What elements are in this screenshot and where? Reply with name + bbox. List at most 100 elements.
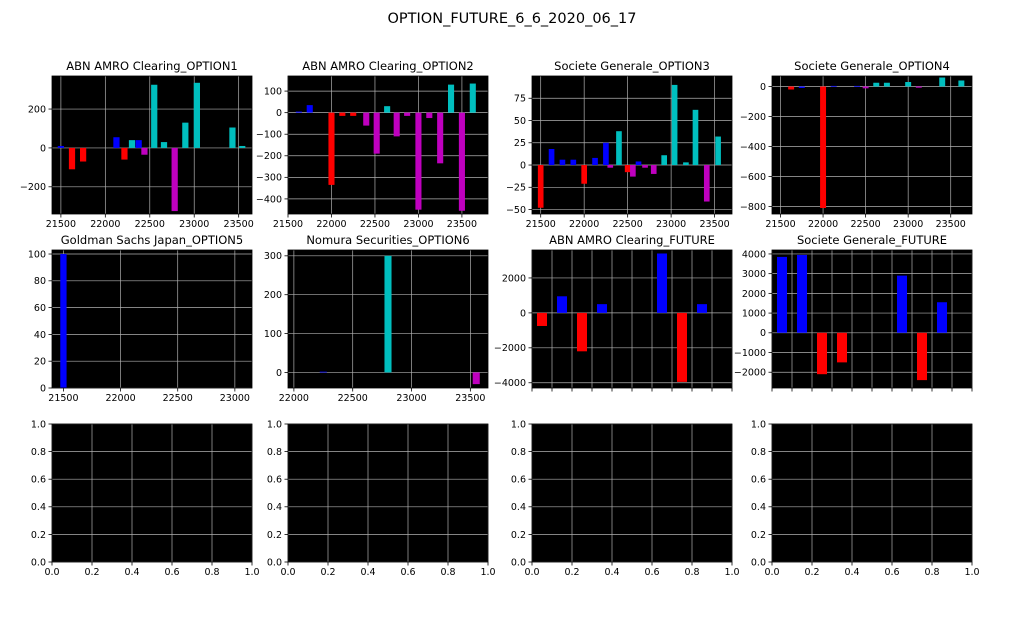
subplot-3: 21500 22000 22500 23000 23500 −50 −25 0 25 50 75 So… [506,59,733,230]
y-tick-label: 100 [264,329,282,340]
bar [426,112,433,119]
bar [384,255,392,373]
y-tick-label: 0.2 [31,530,46,541]
x-tick-label: 0.0 [764,567,779,578]
x-tick-label: 0.0 [280,567,295,578]
y-tick-label: 0.2 [751,530,766,541]
y-tick-label: 0 [276,368,282,379]
x-tick-label: 0.4 [604,567,619,578]
bar [469,83,476,113]
y-tick-label: −800 [740,202,766,213]
x-tick-label: 21500 [273,219,303,230]
bar [788,86,795,90]
plot-area [532,424,732,562]
bar [350,112,357,116]
y-tick-label: −200 [740,112,766,123]
bar [537,312,547,326]
y-tick-label: 0.4 [751,502,766,513]
x-tick-label: 0.2 [804,567,819,578]
y-tick-label: 80 [34,276,46,287]
axes-frame [51,75,253,215]
subplot-1: 21500 22000 22500 23000 23500 −200 0 200 ABN AMR… [20,59,254,230]
x-tick-label: 0.8 [684,567,699,578]
plot-area [288,76,488,214]
subplot-title: ABN AMRO Clearing_OPTION2 [302,59,473,73]
bar [328,112,335,185]
bar [661,155,667,166]
bar [671,84,678,166]
subplot-title: ABN AMRO Clearing_OPTION1 [66,59,237,73]
bar [319,371,327,373]
y-tick-label: 0.0 [267,557,282,568]
y-tick-label: −2000 [494,343,526,354]
y-tick-label: 40 [34,330,46,341]
x-tick-label: 23000 [893,219,923,230]
y-tick-label: 1.0 [751,419,766,430]
x-tick-label: 23000 [220,393,250,404]
x-tick-label: 0.6 [884,567,899,578]
bar [657,253,667,313]
y-tick-label: 2000 [742,289,766,300]
subplot-2: 21500 22000 22500 23000 23500 −400 −300 −200 −10… [256,59,489,230]
subplot-title: Nomura Securities_OPTION6 [306,233,469,247]
bar [548,149,555,166]
bar [697,304,707,313]
x-tick-label: 0.6 [644,567,659,578]
bar [635,161,642,166]
bar [135,140,142,148]
subplot-8: −2000 −1000 0 1000 2000 3000 4000 Societe Gener… [734,233,973,392]
axes-frame [51,249,253,389]
y-tick-label: 0.6 [511,475,526,486]
bar [182,122,189,148]
axes-frame [51,423,253,563]
bar [777,256,787,333]
x-tick-label: 1.0 [480,567,495,578]
y-tick-label: 60 [34,303,46,314]
subplot-10: 0.0 0.2 0.4 0.6 0.8 1.0 0.0 0.2 0.4 0.6 0.8 1.0 [267,419,496,578]
bar [650,165,657,174]
bar [393,112,400,137]
bar [57,145,64,148]
x-tick-label: 22500 [163,393,193,404]
bar [537,165,544,208]
bar [616,131,622,166]
x-tick-label: 0.0 [44,567,59,578]
bar [630,165,636,177]
x-tick-label: 23500 [455,393,485,404]
y-tick-label: 0.4 [511,502,526,513]
axes-frame [287,75,489,215]
bar [559,159,566,166]
y-tick-label: 0.0 [751,557,766,568]
axes-frame [531,249,733,389]
bar [603,142,609,166]
subplot-title: Societe Generale_FUTURE [797,233,947,247]
subplot-title: Goldman Sachs Japan_OPTION5 [61,233,243,247]
plot-area [52,250,252,388]
bar [897,275,907,333]
bar [363,112,370,126]
bar [373,112,380,154]
bar [151,84,158,148]
bar [939,77,946,87]
y-tick-label: 2000 [502,273,526,284]
x-tick-label: 0.0 [524,567,539,578]
x-tick-label: 22500 [850,219,880,230]
x-tick-label: 22000 [316,219,346,230]
bar [171,147,178,212]
plot-area [52,424,252,562]
x-tick-label: 22000 [279,393,309,404]
y-tick-label: −200 [20,182,46,193]
x-tick-label: 22500 [135,219,165,230]
x-tick-label: 1.0 [724,567,739,578]
y-tick-label: 75 [514,94,526,105]
x-tick-label: 23500 [224,219,254,230]
plot-area [772,76,972,214]
y-tick-label: −400 [740,142,766,153]
x-tick-label: 0.2 [320,567,335,578]
y-tick-label: 0.8 [267,447,282,458]
y-tick-label: −200 [256,151,282,162]
y-tick-label: 0.0 [511,557,526,568]
x-tick-label: 22000 [90,219,120,230]
axes-frame [531,75,733,215]
y-tick-label: 0 [520,160,526,171]
